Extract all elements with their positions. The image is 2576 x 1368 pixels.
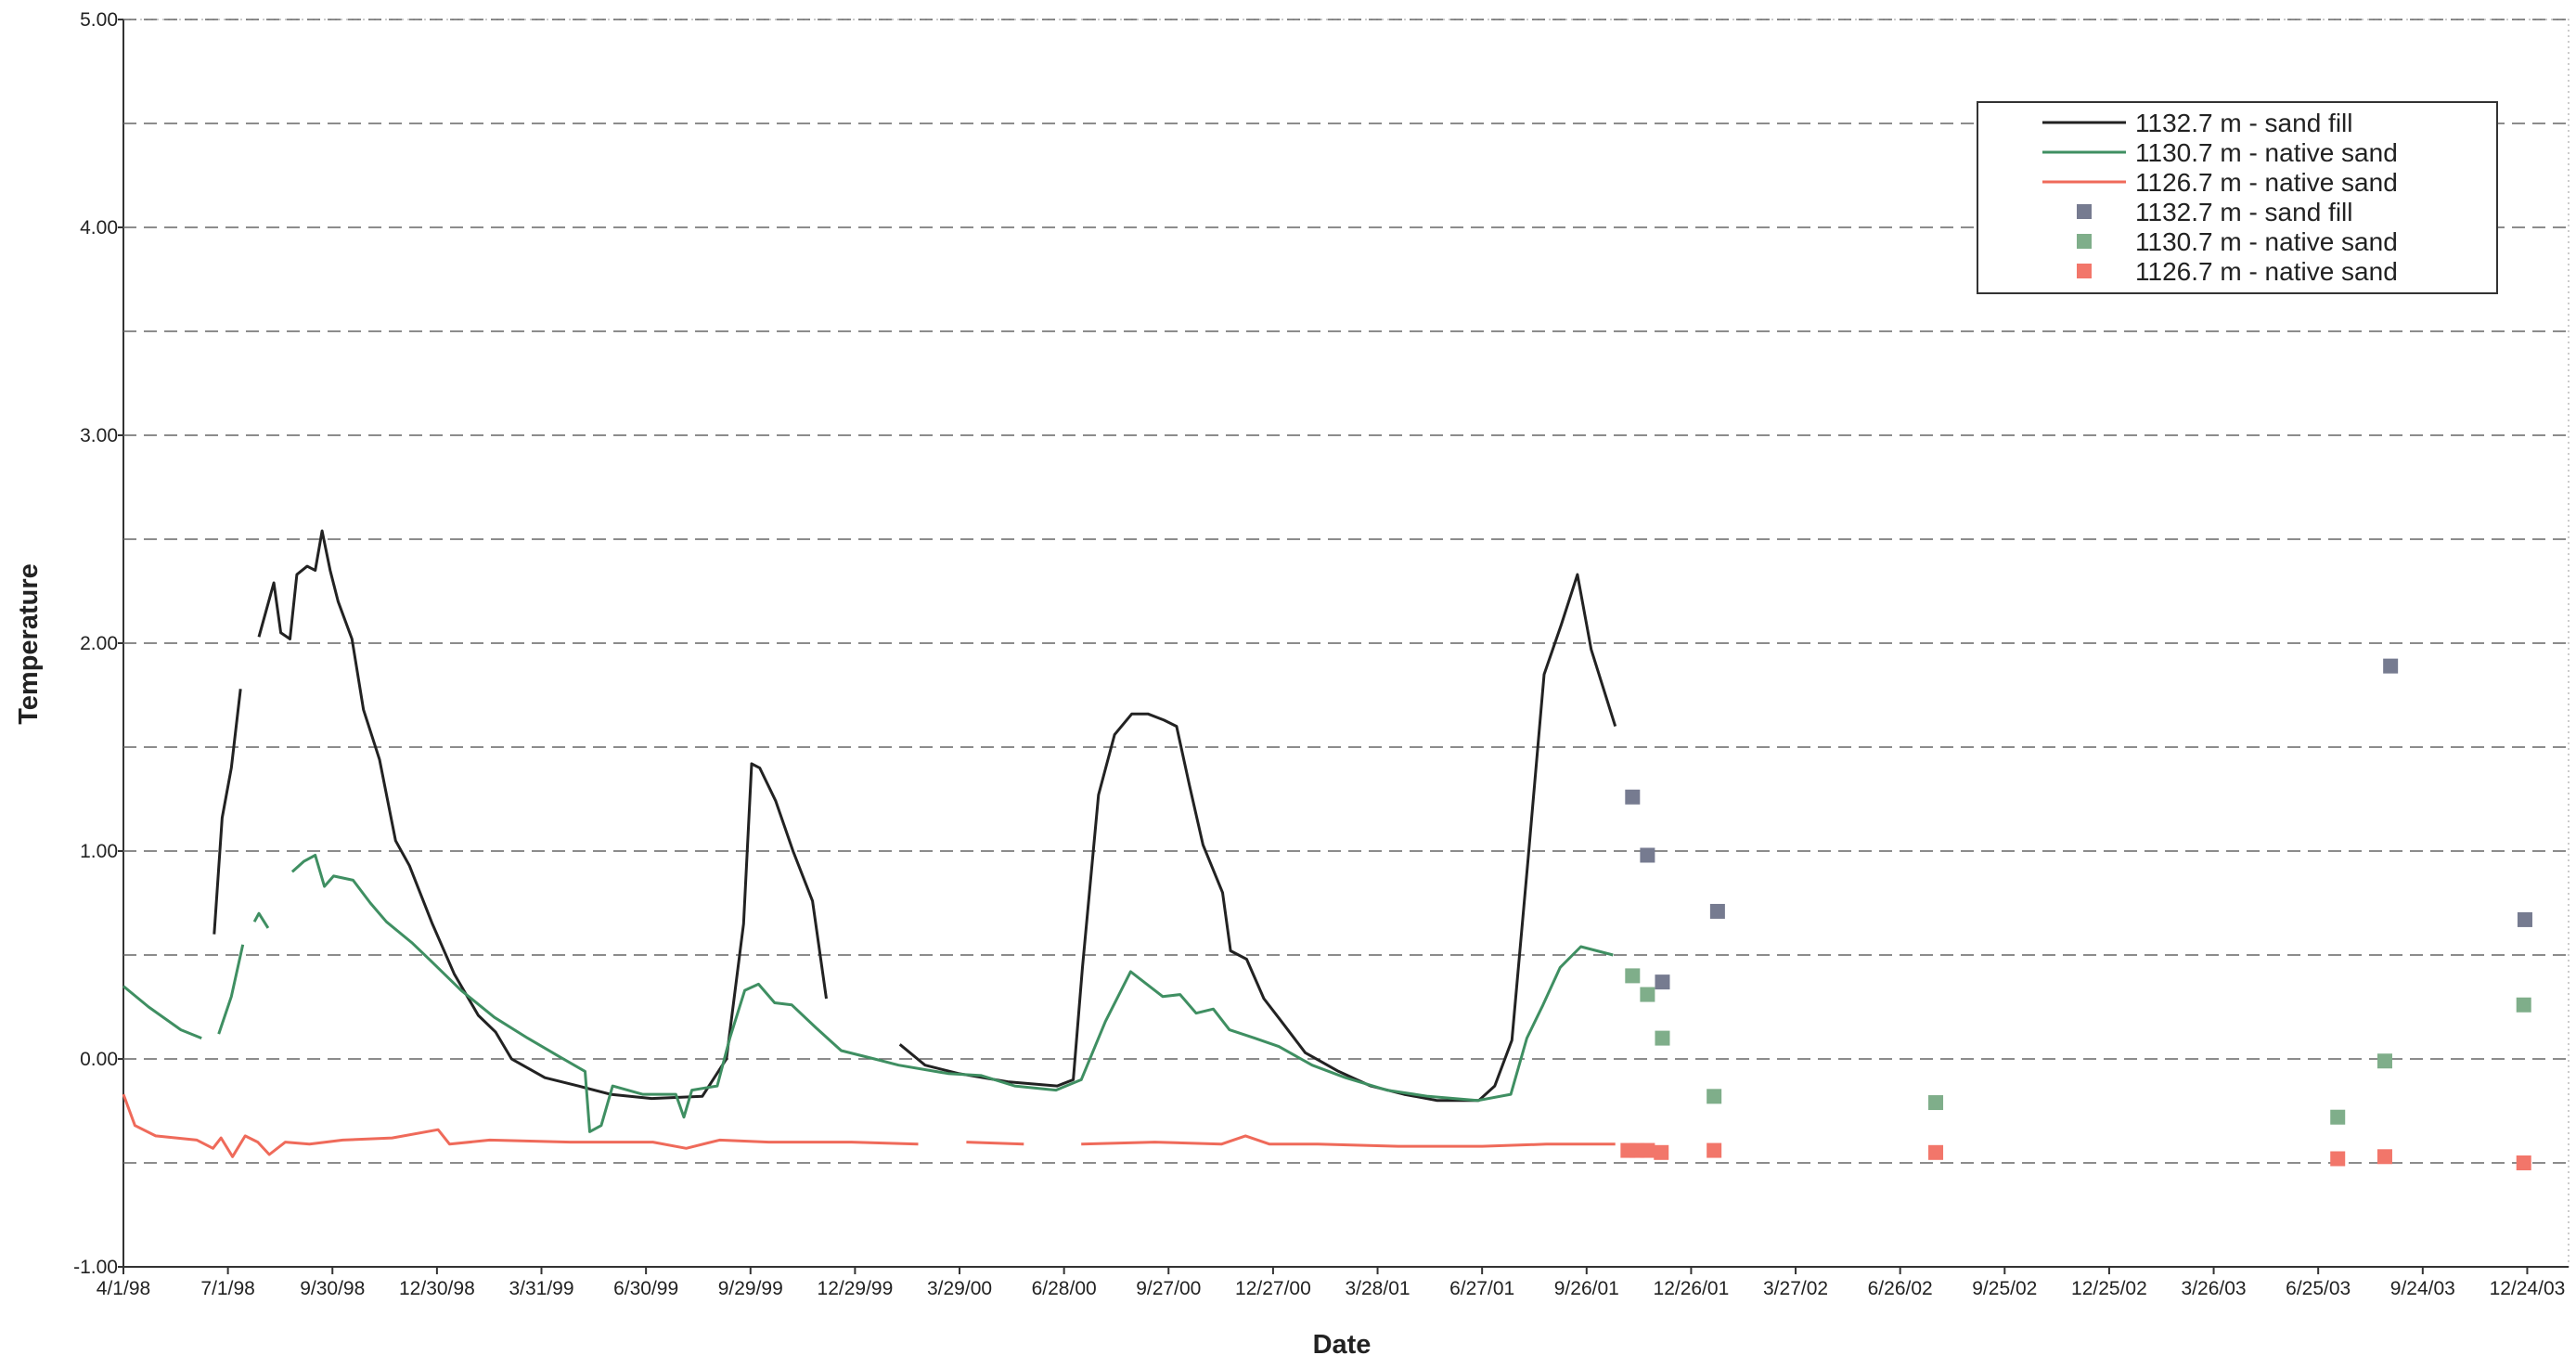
x-tick-label: 12/24/03 xyxy=(2490,1278,2566,1299)
y-tick-label: 1.00 xyxy=(80,841,118,862)
scatter-point xyxy=(2516,997,2531,1013)
scatter-point xyxy=(1654,1144,1669,1160)
scatter-point xyxy=(1640,987,1655,1002)
x-tick-label: 12/30/98 xyxy=(399,1278,475,1299)
scatter-point xyxy=(2516,1155,2531,1170)
scatter-point xyxy=(2376,1149,2392,1165)
x-tick-label: 6/27/01 xyxy=(1449,1278,1514,1299)
y-tick-label: 5.00 xyxy=(80,9,118,31)
x-tick-label: 7/1/98 xyxy=(200,1278,254,1299)
scatter-point xyxy=(1709,903,1725,919)
x-tick-label: 3/28/01 xyxy=(1345,1278,1410,1299)
x-axis-title: Date xyxy=(1313,1330,1372,1360)
scatter-point xyxy=(1640,1142,1655,1158)
x-tick-label: 9/27/00 xyxy=(1136,1278,1201,1299)
scatter-point xyxy=(1707,1142,1722,1158)
legend-label: 1130.7 m - native sand xyxy=(2135,138,2398,167)
x-tick-label: 6/30/99 xyxy=(613,1278,678,1299)
x-tick-label: 9/24/03 xyxy=(2390,1278,2455,1299)
x-tick-label: 3/31/99 xyxy=(509,1278,573,1299)
scatter-point xyxy=(2383,658,2399,674)
legend-label: 1132.7 m - sand fill xyxy=(2135,198,2353,226)
scatter-point xyxy=(1625,968,1641,984)
scatter-point xyxy=(1928,1095,1944,1111)
scatter-point xyxy=(1640,847,1655,863)
x-tick-label: 9/29/99 xyxy=(718,1278,783,1299)
x-tick-label: 9/26/01 xyxy=(1554,1278,1619,1299)
x-tick-label: 6/28/00 xyxy=(1032,1278,1097,1299)
series-line xyxy=(122,1093,1616,1158)
x-tick-label: 12/25/02 xyxy=(2071,1278,2147,1299)
y-tick-label: -1.00 xyxy=(73,1257,118,1278)
scatter-point xyxy=(1928,1144,1944,1160)
legend-label: 1132.7 m - sand fill xyxy=(2135,109,2353,137)
y-tick-label: 0.00 xyxy=(80,1049,118,1070)
scatter-point xyxy=(1707,1089,1722,1104)
scatter-point xyxy=(2330,1151,2346,1167)
scatter-point xyxy=(2517,911,2532,927)
x-tick-label: 12/27/00 xyxy=(1235,1278,1311,1299)
legend-label: 1130.7 m - native sand xyxy=(2135,227,2398,256)
x-tick-label: 6/25/03 xyxy=(2286,1278,2351,1299)
x-tick-label: 3/29/00 xyxy=(927,1278,992,1299)
scatter-point xyxy=(1655,974,1670,990)
x-tick-label: 12/26/01 xyxy=(1654,1278,1730,1299)
y-axis-title: Temperature xyxy=(14,563,44,725)
y-tick-label: 2.00 xyxy=(80,633,118,654)
legend-marker xyxy=(2077,234,2092,249)
series-line xyxy=(213,529,1617,1103)
series-line xyxy=(122,854,1614,1133)
y-tick-label: 4.00 xyxy=(80,217,118,239)
x-tick-label: 6/26/02 xyxy=(1868,1278,1933,1299)
legend-marker xyxy=(2077,264,2092,278)
scatter-point xyxy=(2330,1109,2346,1125)
x-tick-label: 4/1/98 xyxy=(97,1278,150,1299)
legend-label: 1126.7 m - native sand xyxy=(2135,168,2398,197)
x-tick-label: 9/30/98 xyxy=(300,1278,365,1299)
scatter-point xyxy=(2376,1053,2392,1069)
x-tick-label: 12/29/99 xyxy=(818,1278,894,1299)
scatter-point xyxy=(1625,789,1641,805)
legend-label: 1126.7 m - native sand xyxy=(2135,257,2398,286)
legend-box xyxy=(1977,101,2498,294)
y-tick-label: 3.00 xyxy=(80,425,118,446)
scatter-point xyxy=(1655,1030,1670,1046)
x-tick-label: 9/25/02 xyxy=(1972,1278,2037,1299)
legend-marker xyxy=(2077,204,2092,219)
x-tick-label: 3/27/02 xyxy=(1763,1278,1828,1299)
x-tick-label: 3/26/03 xyxy=(2182,1278,2247,1299)
